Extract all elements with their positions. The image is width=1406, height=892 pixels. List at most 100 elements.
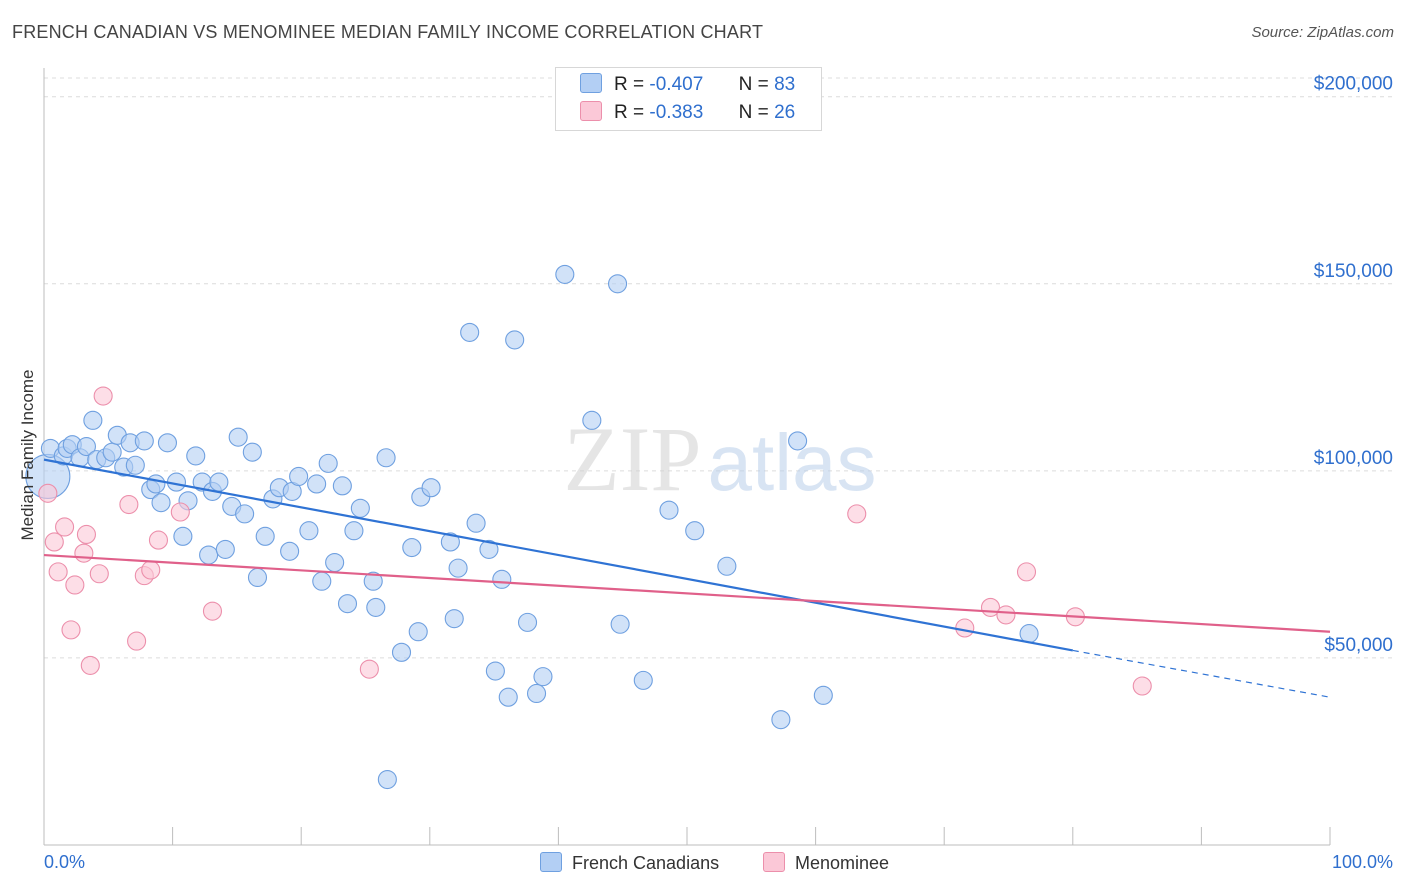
legend-r-value: -0.383 <box>649 102 704 123</box>
french-canadians-point <box>125 455 145 475</box>
french-canadians-point <box>242 442 262 462</box>
french-canadians-point <box>173 526 193 546</box>
french-canadians-point <box>444 609 464 629</box>
french-canadians-point <box>517 612 538 632</box>
menominee-point <box>1132 676 1152 696</box>
menominee-point <box>61 620 81 640</box>
y-tick-label: $100,000 <box>1314 448 1393 469</box>
menominee-point <box>44 532 64 552</box>
menominee-point <box>65 575 85 595</box>
french-canadians-point <box>366 597 386 617</box>
french-canadians-point <box>391 642 412 662</box>
french-canadians-point <box>608 274 628 294</box>
trend-lines <box>43 458 1331 698</box>
legend-n-value: 26 <box>774 102 796 123</box>
chart-source: Source: ZipAtlas.com <box>1251 24 1394 41</box>
french-canadians-point <box>247 567 268 588</box>
menominee-point <box>359 659 379 679</box>
french-canadians-point <box>102 442 122 462</box>
french-canadians-point <box>332 476 352 496</box>
legend-row-french-canadians: R = -0.407 N = 83 <box>580 73 795 97</box>
watermark: ZIPatlas <box>564 408 877 510</box>
menominee-point <box>89 564 109 584</box>
bottom-legend-label: French Canadians <box>572 853 720 873</box>
legend-r-label: R = <box>614 74 645 95</box>
french-canadians-point <box>421 478 441 498</box>
menominee-point <box>148 530 169 550</box>
menominee-point <box>847 504 867 524</box>
menominee-point <box>996 605 1016 625</box>
legend-n-label: N = <box>738 74 769 95</box>
x-tick-label-min: 0.0% <box>44 852 86 872</box>
menominee-point <box>170 502 190 522</box>
french-canadians-point <box>479 539 499 559</box>
legend-swatch-menominee <box>580 101 602 121</box>
french-canadians-point <box>209 472 229 492</box>
french-canadians-point <box>199 545 219 565</box>
menominee-point <box>80 655 100 675</box>
french-canadians-point <box>466 513 486 533</box>
french-canadians-point <box>505 330 525 350</box>
data-points <box>25 264 1152 790</box>
french-canadians-point <box>83 410 103 430</box>
menominee-point <box>119 494 139 515</box>
french-canadians-point <box>460 322 480 342</box>
french-canadians-point <box>363 571 383 591</box>
french-canadians-point <box>402 538 422 558</box>
french-canadians-point <box>717 556 737 576</box>
french-canadians-trend-line <box>43 458 1074 652</box>
menominee-point <box>202 601 223 621</box>
french-canadians-point <box>1019 624 1039 644</box>
y-tick-label: $150,000 <box>1314 261 1393 282</box>
french-canadians-point <box>289 466 309 487</box>
french-canadians-point <box>235 504 255 524</box>
french-canadians-point <box>788 431 808 451</box>
y-tick-labels: $50,000 $100,000 $150,000 $200,000 <box>1314 74 1393 656</box>
french-canadians-point <box>318 453 338 473</box>
legend-swatch-french-canadians <box>580 73 602 93</box>
bottom-legend-swatch-menominee <box>763 852 785 872</box>
legend-r-value: -0.407 <box>649 74 704 95</box>
french-canadians-point <box>134 431 154 451</box>
french-canadians-point <box>440 532 460 552</box>
french-canadians-point <box>685 521 705 541</box>
french-canadians-point <box>299 521 319 541</box>
x-tick-label-max: 100.0% <box>1331 852 1393 872</box>
watermark-atlas: atlas <box>708 418 877 507</box>
correlation-legend: R = -0.407 N = 83 R = -0.383 N = 26 <box>555 67 822 131</box>
y-tick-label: $50,000 <box>1324 635 1393 656</box>
bottom-legend-french-canadians: French Canadians <box>540 852 719 874</box>
y-tick-label: $200,000 <box>1314 74 1393 95</box>
french-canadians-point <box>448 558 468 578</box>
french-canadians-point <box>376 448 396 468</box>
legend-r-label: R = <box>614 102 645 123</box>
bottom-legend-swatch-french-canadians <box>540 852 562 872</box>
french-canadians-point <box>312 571 332 591</box>
menominee-point <box>127 631 147 651</box>
french-canadians-point <box>325 552 345 573</box>
menominee-point <box>48 562 68 582</box>
bottom-legend-menominee: Menominee <box>763 852 889 874</box>
french-canadians-point <box>151 493 171 513</box>
legend-n-label: N = <box>738 102 769 123</box>
french-canadians-point <box>659 500 679 520</box>
french-canadians-point <box>157 433 178 453</box>
french-canadians-point <box>280 541 300 561</box>
french-canadians-point <box>610 614 630 634</box>
french-canadians-point <box>498 687 518 707</box>
french-canadians-point <box>526 683 547 704</box>
french-canadians-point <box>255 526 275 546</box>
bottom-legend-label: Menominee <box>795 853 890 873</box>
french-canadians-point <box>555 264 575 284</box>
french-canadians-point <box>771 710 791 730</box>
menominee-point <box>93 386 113 406</box>
french-canadians-point <box>813 685 833 705</box>
french-canadians-point <box>186 446 206 466</box>
axes <box>43 68 1331 846</box>
french-canadians-point <box>228 427 248 447</box>
french-canadians-point <box>350 498 370 518</box>
menominee-point <box>1016 562 1037 582</box>
french-canadians-point <box>307 474 327 494</box>
legend-n-value: 83 <box>774 74 796 95</box>
